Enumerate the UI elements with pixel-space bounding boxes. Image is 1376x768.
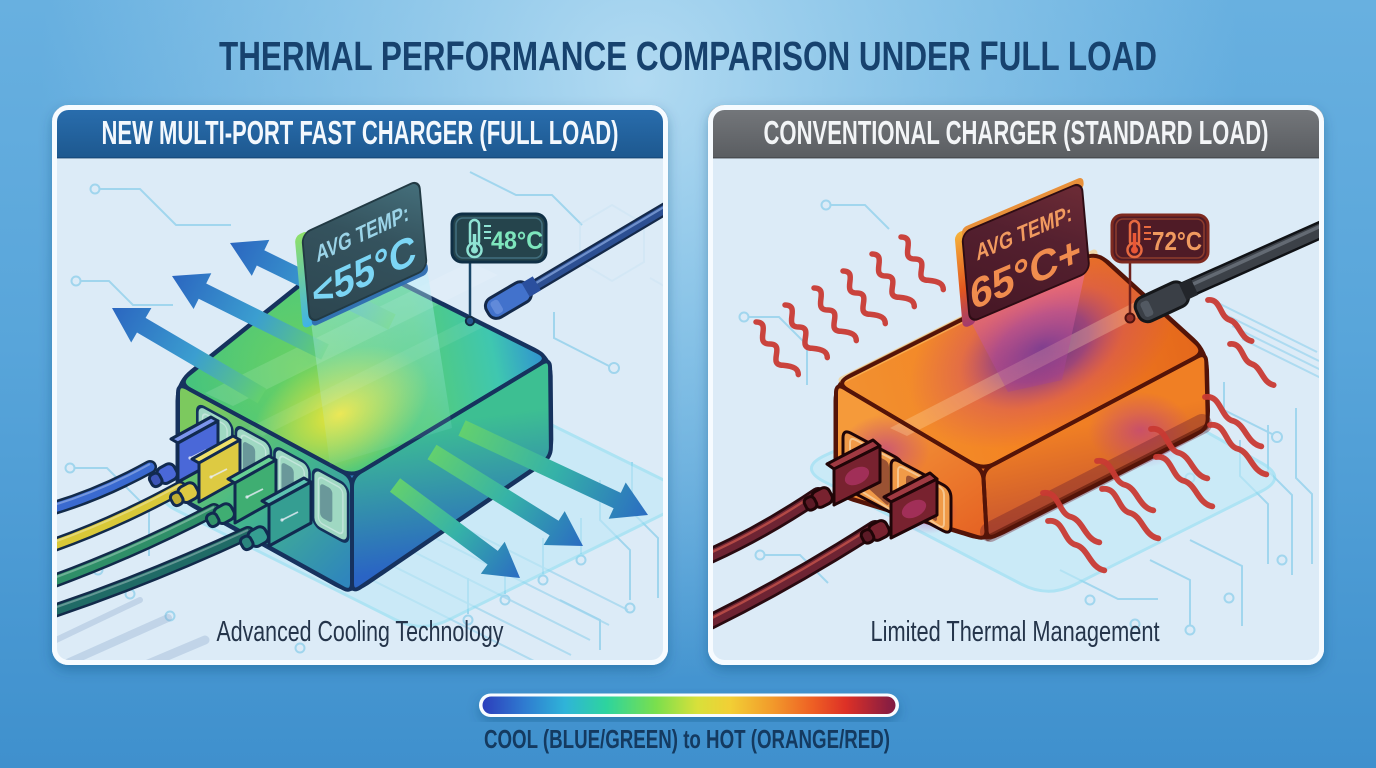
svg-text:72°C: 72°C bbox=[1152, 226, 1202, 256]
svg-text:48°C: 48°C bbox=[491, 227, 543, 255]
svg-text:THERMAL PERFORMANCE COMPARISON: THERMAL PERFORMANCE COMPARISON UNDER FUL… bbox=[219, 33, 1157, 79]
svg-text:NEW MULTI-PORT FAST CHARGER (F: NEW MULTI-PORT FAST CHARGER (FULL LOAD) bbox=[102, 114, 619, 151]
svg-text:Limited Thermal Management: Limited Thermal Management bbox=[871, 616, 1160, 648]
svg-text:CONVENTIONAL CHARGER (STANDARD: CONVENTIONAL CHARGER (STANDARD LOAD) bbox=[764, 114, 1269, 151]
svg-text:COOL (BLUE/GREEN) to HOT (ORAN: COOL (BLUE/GREEN) to HOT (ORANGE/RED) bbox=[484, 724, 890, 754]
svg-text:Advanced Cooling Technology: Advanced Cooling Technology bbox=[217, 616, 504, 648]
